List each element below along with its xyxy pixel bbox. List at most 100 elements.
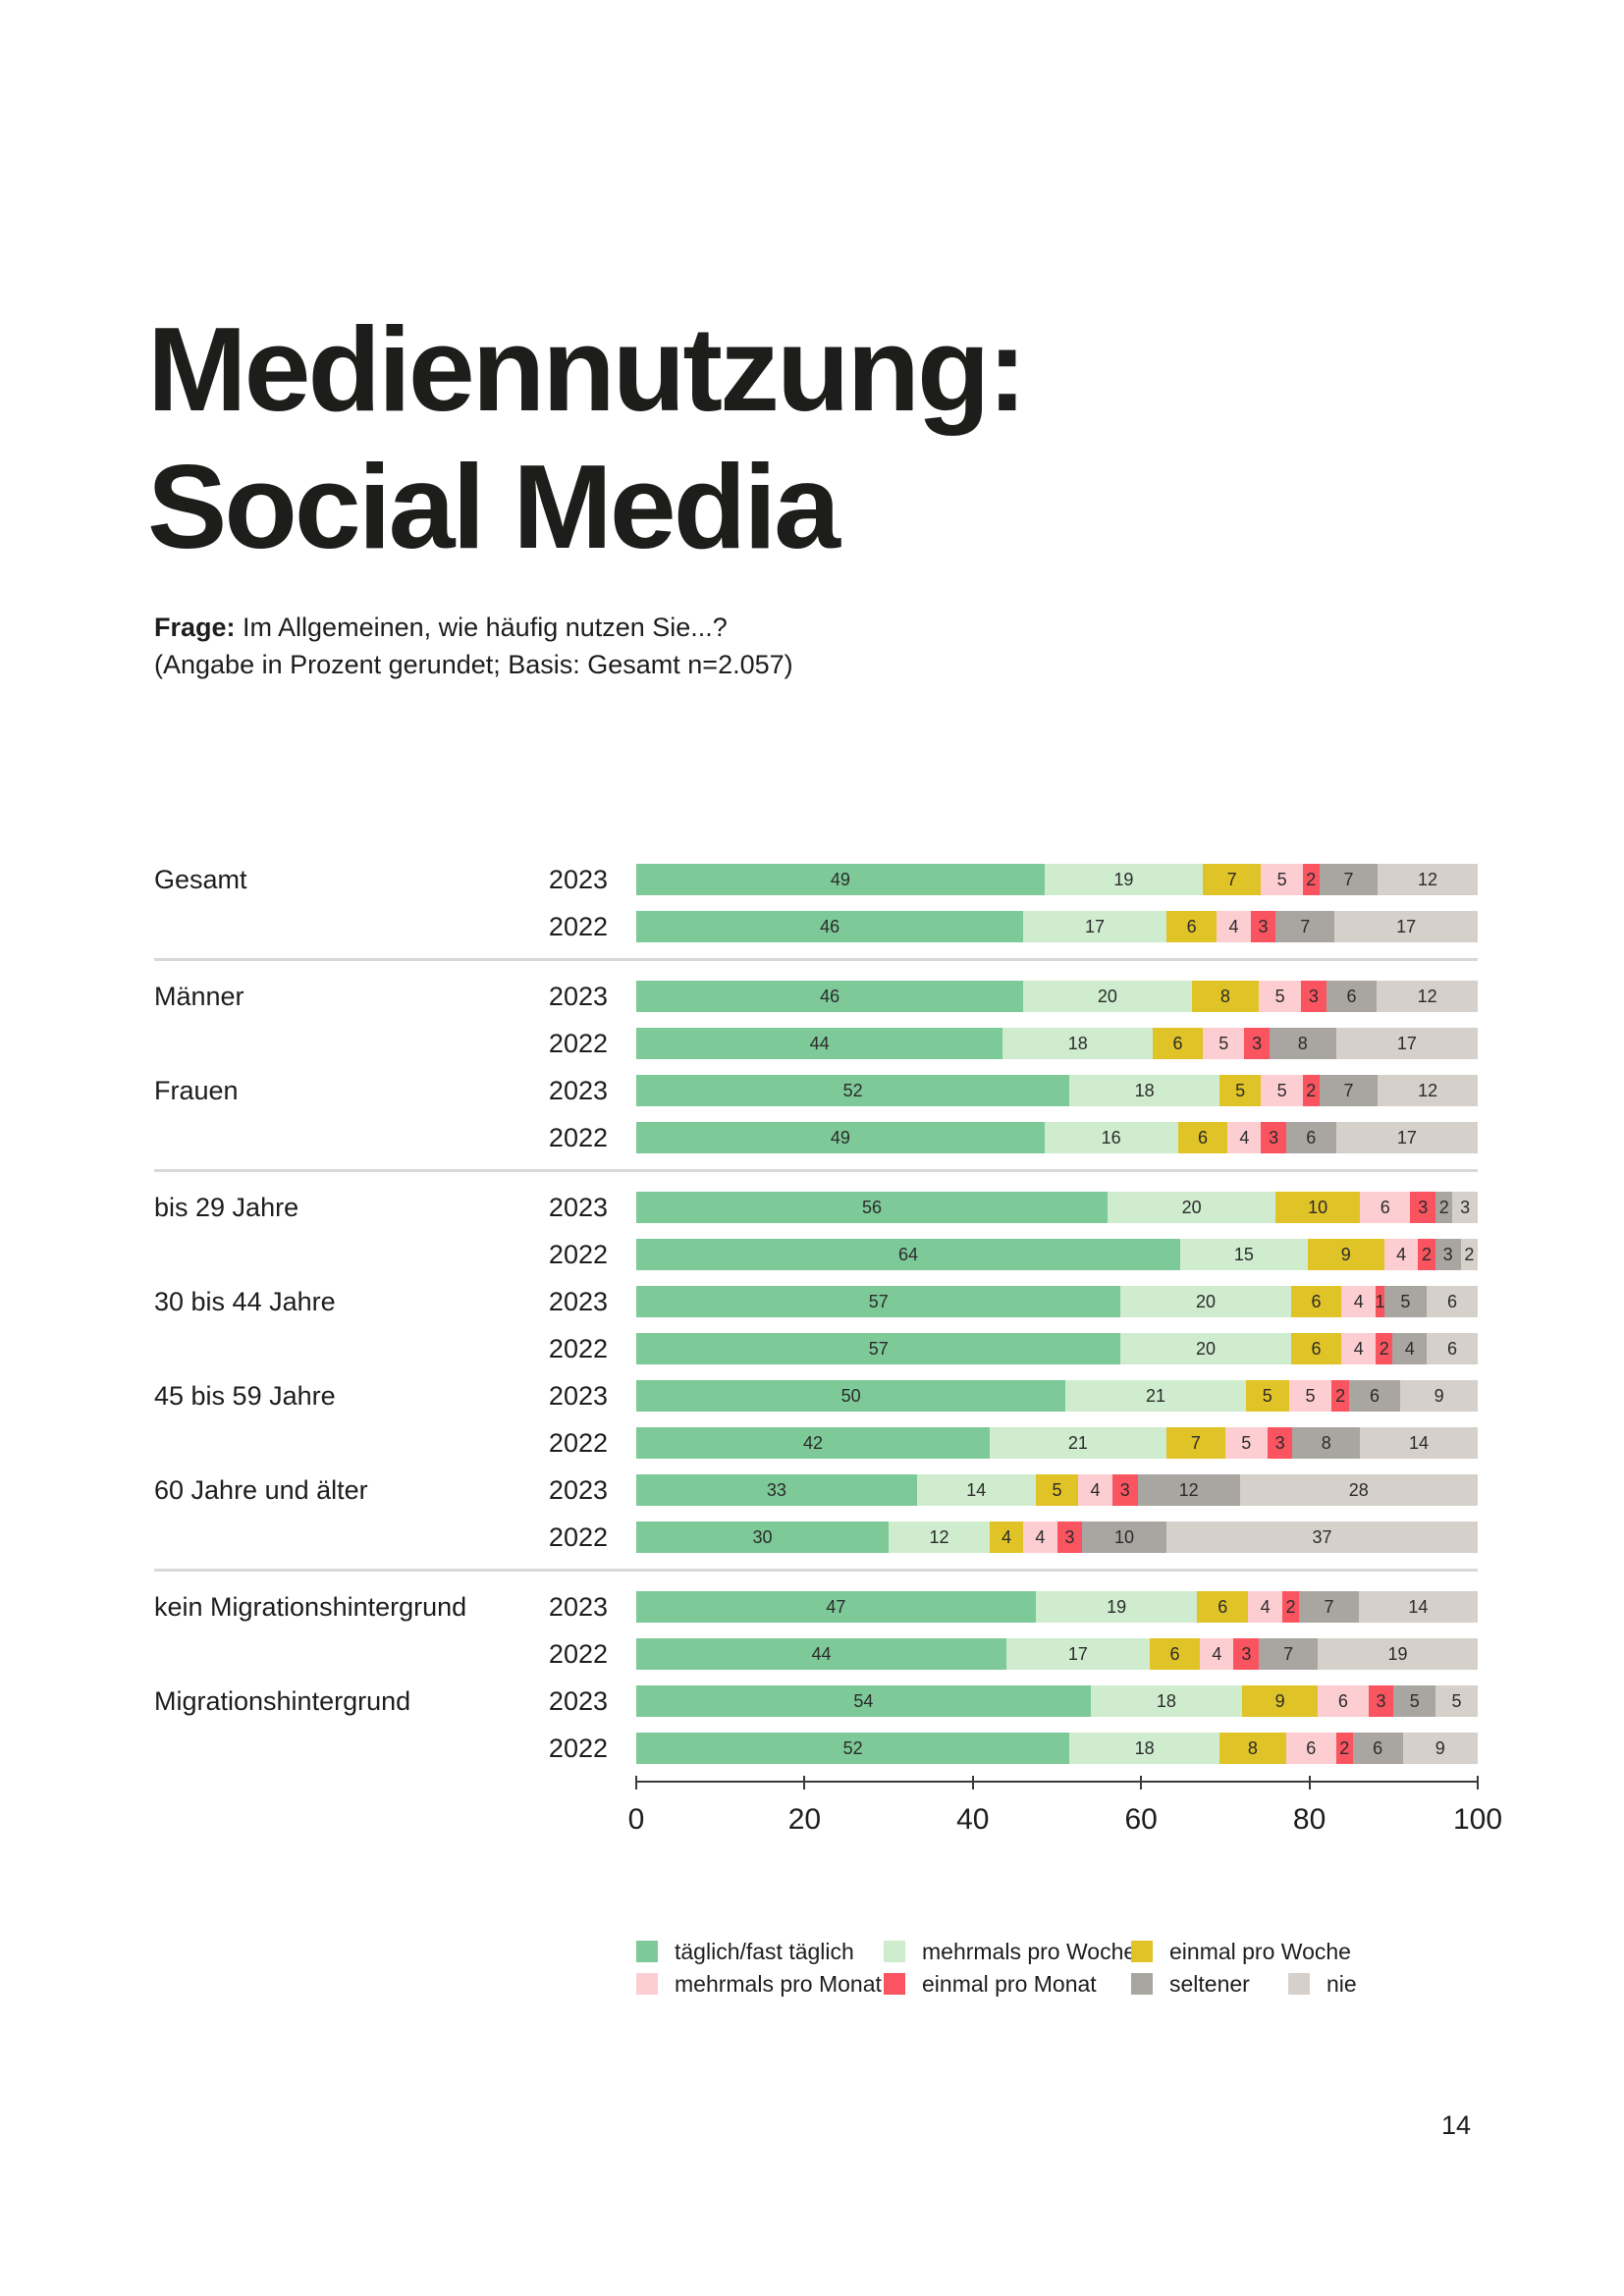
bar-segment: 2 xyxy=(1302,1075,1320,1106)
segment-value: 7 xyxy=(1283,1643,1294,1664)
bar-row: 2022 42 21 7 5 3 8 14 xyxy=(154,1427,1478,1459)
segment-value: 3 xyxy=(1241,1643,1252,1664)
page-number: 14 xyxy=(1441,2110,1472,2140)
group-label: 30 bis 44 Jahre xyxy=(154,1286,336,1316)
segment-value: 18 xyxy=(1134,1080,1155,1100)
bar-segment: 52 xyxy=(636,1075,1070,1106)
legend-item: seltener xyxy=(1131,1971,1250,1997)
bar-segment: 18 xyxy=(1069,1733,1219,1764)
bar-row: 2022 49 16 6 4 3 6 17 xyxy=(154,1122,1478,1153)
bar-segment: 28 xyxy=(1239,1474,1478,1506)
page-title-line2: Social Media xyxy=(147,440,840,573)
chart-group: Gesamt 2023 49 19 7 5 2 7 12 2022 46 17 6 4 3 7 17 xyxy=(154,864,1478,942)
bar-segment: 6 xyxy=(1427,1286,1478,1317)
legend-label: mehrmals pro Monat xyxy=(675,1970,882,1997)
chart-legend: täglich/fast täglich mehrmals pro Woche ei… xyxy=(636,1938,1478,2008)
chart-group: 30 bis 44 Jahre 2023 57 20 6 4 1 5 6 2022 57 20 6 4 2 4… xyxy=(154,1286,1478,1364)
bar-segment: 3 xyxy=(1452,1192,1478,1223)
legend-item: mehrmals pro Woche xyxy=(884,1939,1136,1964)
bar-segment: 5 xyxy=(1383,1286,1428,1317)
x-axis-tick-label: 20 xyxy=(787,1803,822,1836)
bar-segment: 5 xyxy=(1288,1380,1332,1412)
segment-value: 6 xyxy=(1447,1338,1458,1359)
segment-value: 5 xyxy=(1400,1291,1411,1311)
year-label: 2022 xyxy=(548,1333,608,1363)
legend-label: einmal pro Monat xyxy=(922,1970,1097,1997)
chart-group: Frauen 2023 52 18 5 5 2 7 12 2022 49 16 6 4 3 6 17 xyxy=(154,1075,1478,1153)
segment-value: 2 xyxy=(1438,1197,1449,1217)
year-label: 2022 xyxy=(548,1733,608,1763)
segment-value: 17 xyxy=(1396,1033,1417,1053)
bar-segment: 46 xyxy=(636,911,1024,942)
year-label: 2023 xyxy=(548,1286,608,1316)
segment-value: 19 xyxy=(1387,1643,1408,1664)
segment-value: 10 xyxy=(1308,1197,1328,1217)
year-label: 2022 xyxy=(548,1427,608,1458)
bar-segment: 4 xyxy=(1392,1333,1428,1364)
year-label: 2023 xyxy=(548,1591,608,1622)
segment-value: 17 xyxy=(1067,1643,1088,1664)
year-label: 2022 xyxy=(548,1638,608,1669)
bar-segment: 6 xyxy=(1290,1333,1342,1364)
year-label: 2022 xyxy=(548,1028,608,1058)
bar-segment: 1 xyxy=(1375,1286,1384,1317)
bar-segment: 3 xyxy=(1435,1239,1461,1270)
stacked-bar: 42 21 7 5 3 8 14 xyxy=(636,1427,1478,1459)
bar-segment: 44 xyxy=(636,1638,1007,1670)
segment-value: 2 xyxy=(1306,1080,1317,1100)
segment-value: 6 xyxy=(1306,1127,1317,1148)
segment-value: 18 xyxy=(1156,1690,1176,1711)
stacked-bar: 49 19 7 5 2 7 12 xyxy=(636,864,1478,895)
segment-value: 17 xyxy=(1396,916,1417,936)
segment-value: 19 xyxy=(1107,1596,1127,1617)
section-divider xyxy=(154,1569,1478,1572)
legend-swatch xyxy=(1131,1941,1153,1962)
segment-value: 33 xyxy=(766,1479,786,1500)
bar-segment: 5 xyxy=(1224,1427,1268,1459)
segment-value: 3 xyxy=(1418,1197,1429,1217)
question-label: Frage: xyxy=(154,613,236,642)
chart-group: bis 29 Jahre 2023 56 20 10 6 3 2 3 2022 64 15 9 4 2 3 2 xyxy=(154,1192,1478,1270)
bar-segment: 4 xyxy=(1248,1591,1282,1623)
bar-segment: 4 xyxy=(1217,911,1251,942)
legend-swatch xyxy=(636,1941,658,1962)
x-axis-tick xyxy=(971,1776,974,1789)
bar-segment: 12 xyxy=(1378,1075,1478,1106)
stacked-bar: 46 20 8 5 3 6 12 xyxy=(636,981,1478,1012)
stacked-bar: 33 14 5 4 3 12 28 xyxy=(636,1474,1478,1506)
segment-value: 6 xyxy=(1306,1737,1317,1758)
bar-segment: 6 xyxy=(1427,1333,1478,1364)
bar-segment: 9 xyxy=(1402,1733,1478,1764)
bar-segment: 5 xyxy=(1218,1075,1262,1106)
bar-segment: 2 xyxy=(1331,1380,1349,1412)
stacked-bar: 47 19 6 4 2 7 14 xyxy=(636,1591,1478,1623)
segment-value: 49 xyxy=(830,869,850,889)
bar-segment: 19 xyxy=(1318,1638,1478,1670)
segment-value: 49 xyxy=(830,1127,850,1148)
bar-segment: 6 xyxy=(1348,1380,1401,1412)
bar-segment: 9 xyxy=(1307,1239,1384,1270)
bar-segment: 3 xyxy=(1267,1427,1293,1459)
year-label: 2023 xyxy=(548,1685,608,1716)
bar-row: 2022 44 18 6 5 3 8 17 xyxy=(154,1028,1478,1059)
group-label: Frauen xyxy=(154,1075,239,1105)
segment-value: 3 xyxy=(1376,1690,1386,1711)
bar-segment: 3 xyxy=(1301,981,1326,1012)
segment-value: 20 xyxy=(1195,1291,1216,1311)
segment-value: 4 xyxy=(1239,1127,1250,1148)
legend-label: täglich/fast täglich xyxy=(675,1938,854,1964)
bar-segment: 7 xyxy=(1319,864,1379,895)
bar-row: 2022 46 17 6 4 3 7 17 xyxy=(154,911,1478,942)
segment-value: 57 xyxy=(868,1291,889,1311)
legend-swatch xyxy=(884,1941,905,1962)
segment-value: 6 xyxy=(1218,1596,1228,1617)
segment-value: 20 xyxy=(1195,1338,1216,1359)
segment-value: 2 xyxy=(1339,1737,1350,1758)
segment-value: 3 xyxy=(1269,1127,1279,1148)
group-label: 45 bis 59 Jahre xyxy=(154,1380,336,1411)
year-label: 2023 xyxy=(548,864,608,894)
bar-segment: 3 xyxy=(1111,1474,1138,1506)
bar-segment: 7 xyxy=(1259,1638,1319,1670)
segment-value: 6 xyxy=(1380,1197,1390,1217)
segment-value: 6 xyxy=(1197,1127,1208,1148)
